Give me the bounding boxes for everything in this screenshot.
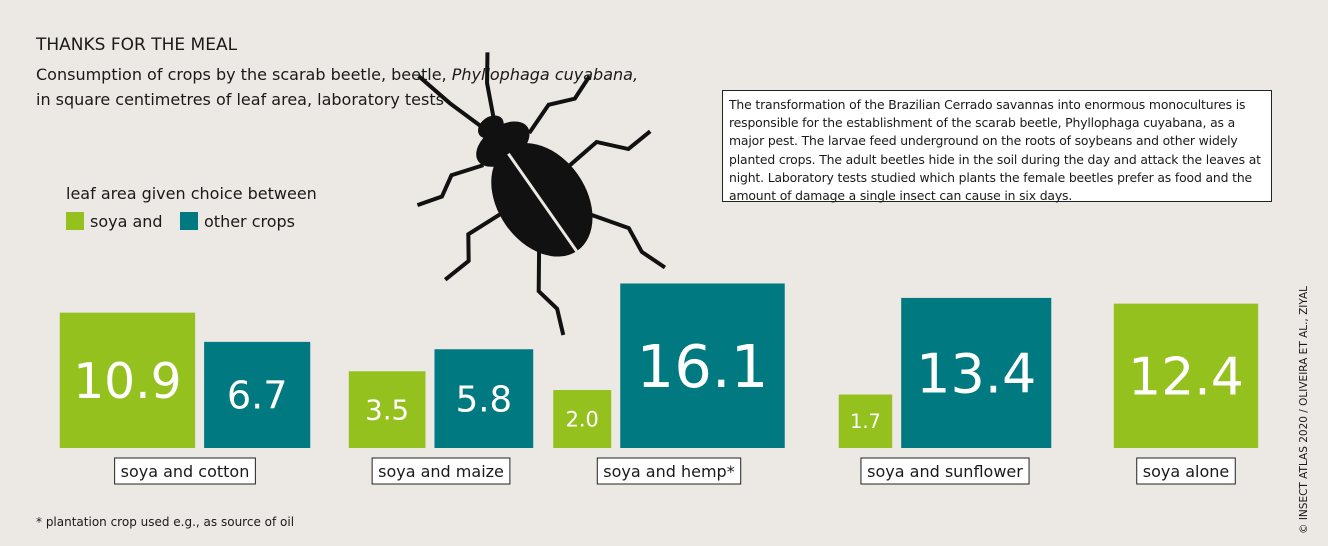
value-label: 10.9 bbox=[73, 354, 181, 410]
category-label: soya and maize bbox=[378, 462, 504, 481]
value-label: 3.5 bbox=[365, 394, 409, 427]
chart: THANKS FOR THE MEAL Consumption of crops… bbox=[0, 0, 1328, 546]
value-label: 2.0 bbox=[566, 408, 599, 432]
value-label: 6.7 bbox=[227, 375, 288, 419]
value-label: 16.1 bbox=[637, 332, 769, 401]
value-label: 13.4 bbox=[916, 342, 1036, 405]
legend-title: leaf area given choice between bbox=[66, 184, 317, 203]
category-label: soya and hemp* bbox=[603, 462, 734, 481]
subtitle: Consumption of crops by the scarab beetl… bbox=[36, 65, 638, 84]
subtitle-italic: Phyllophaga cuyabana, bbox=[452, 65, 638, 84]
category-label: soya and sunflower bbox=[867, 462, 1023, 481]
credit: © INSECT ATLAS 2020 / OLIVEIRA ET AL., Z… bbox=[1298, 286, 1310, 534]
value-label: 12.4 bbox=[1128, 348, 1244, 408]
legend-label: soya and bbox=[90, 212, 163, 231]
category-label: soya and cotton bbox=[121, 462, 250, 481]
infographic: THANKS FOR THE MEAL Consumption of crops… bbox=[0, 0, 1328, 546]
footnote: * plantation crop used e.g., as source o… bbox=[36, 515, 294, 529]
subtitle-text: Consumption of crops by the scarab beetl… bbox=[36, 65, 452, 84]
chart-title: THANKS FOR THE MEAL bbox=[35, 35, 238, 55]
legend-swatch bbox=[180, 212, 198, 230]
legend-label: other crops bbox=[204, 212, 295, 231]
note-box: The transformation of the Brazilian Cerr… bbox=[722, 90, 1272, 202]
category-label: soya alone bbox=[1143, 462, 1230, 481]
subtitle-line: in square centimetres of leaf area, labo… bbox=[36, 90, 444, 109]
value-label: 1.7 bbox=[850, 410, 881, 433]
legend-swatch bbox=[66, 212, 84, 230]
value-label: 5.8 bbox=[456, 379, 513, 420]
